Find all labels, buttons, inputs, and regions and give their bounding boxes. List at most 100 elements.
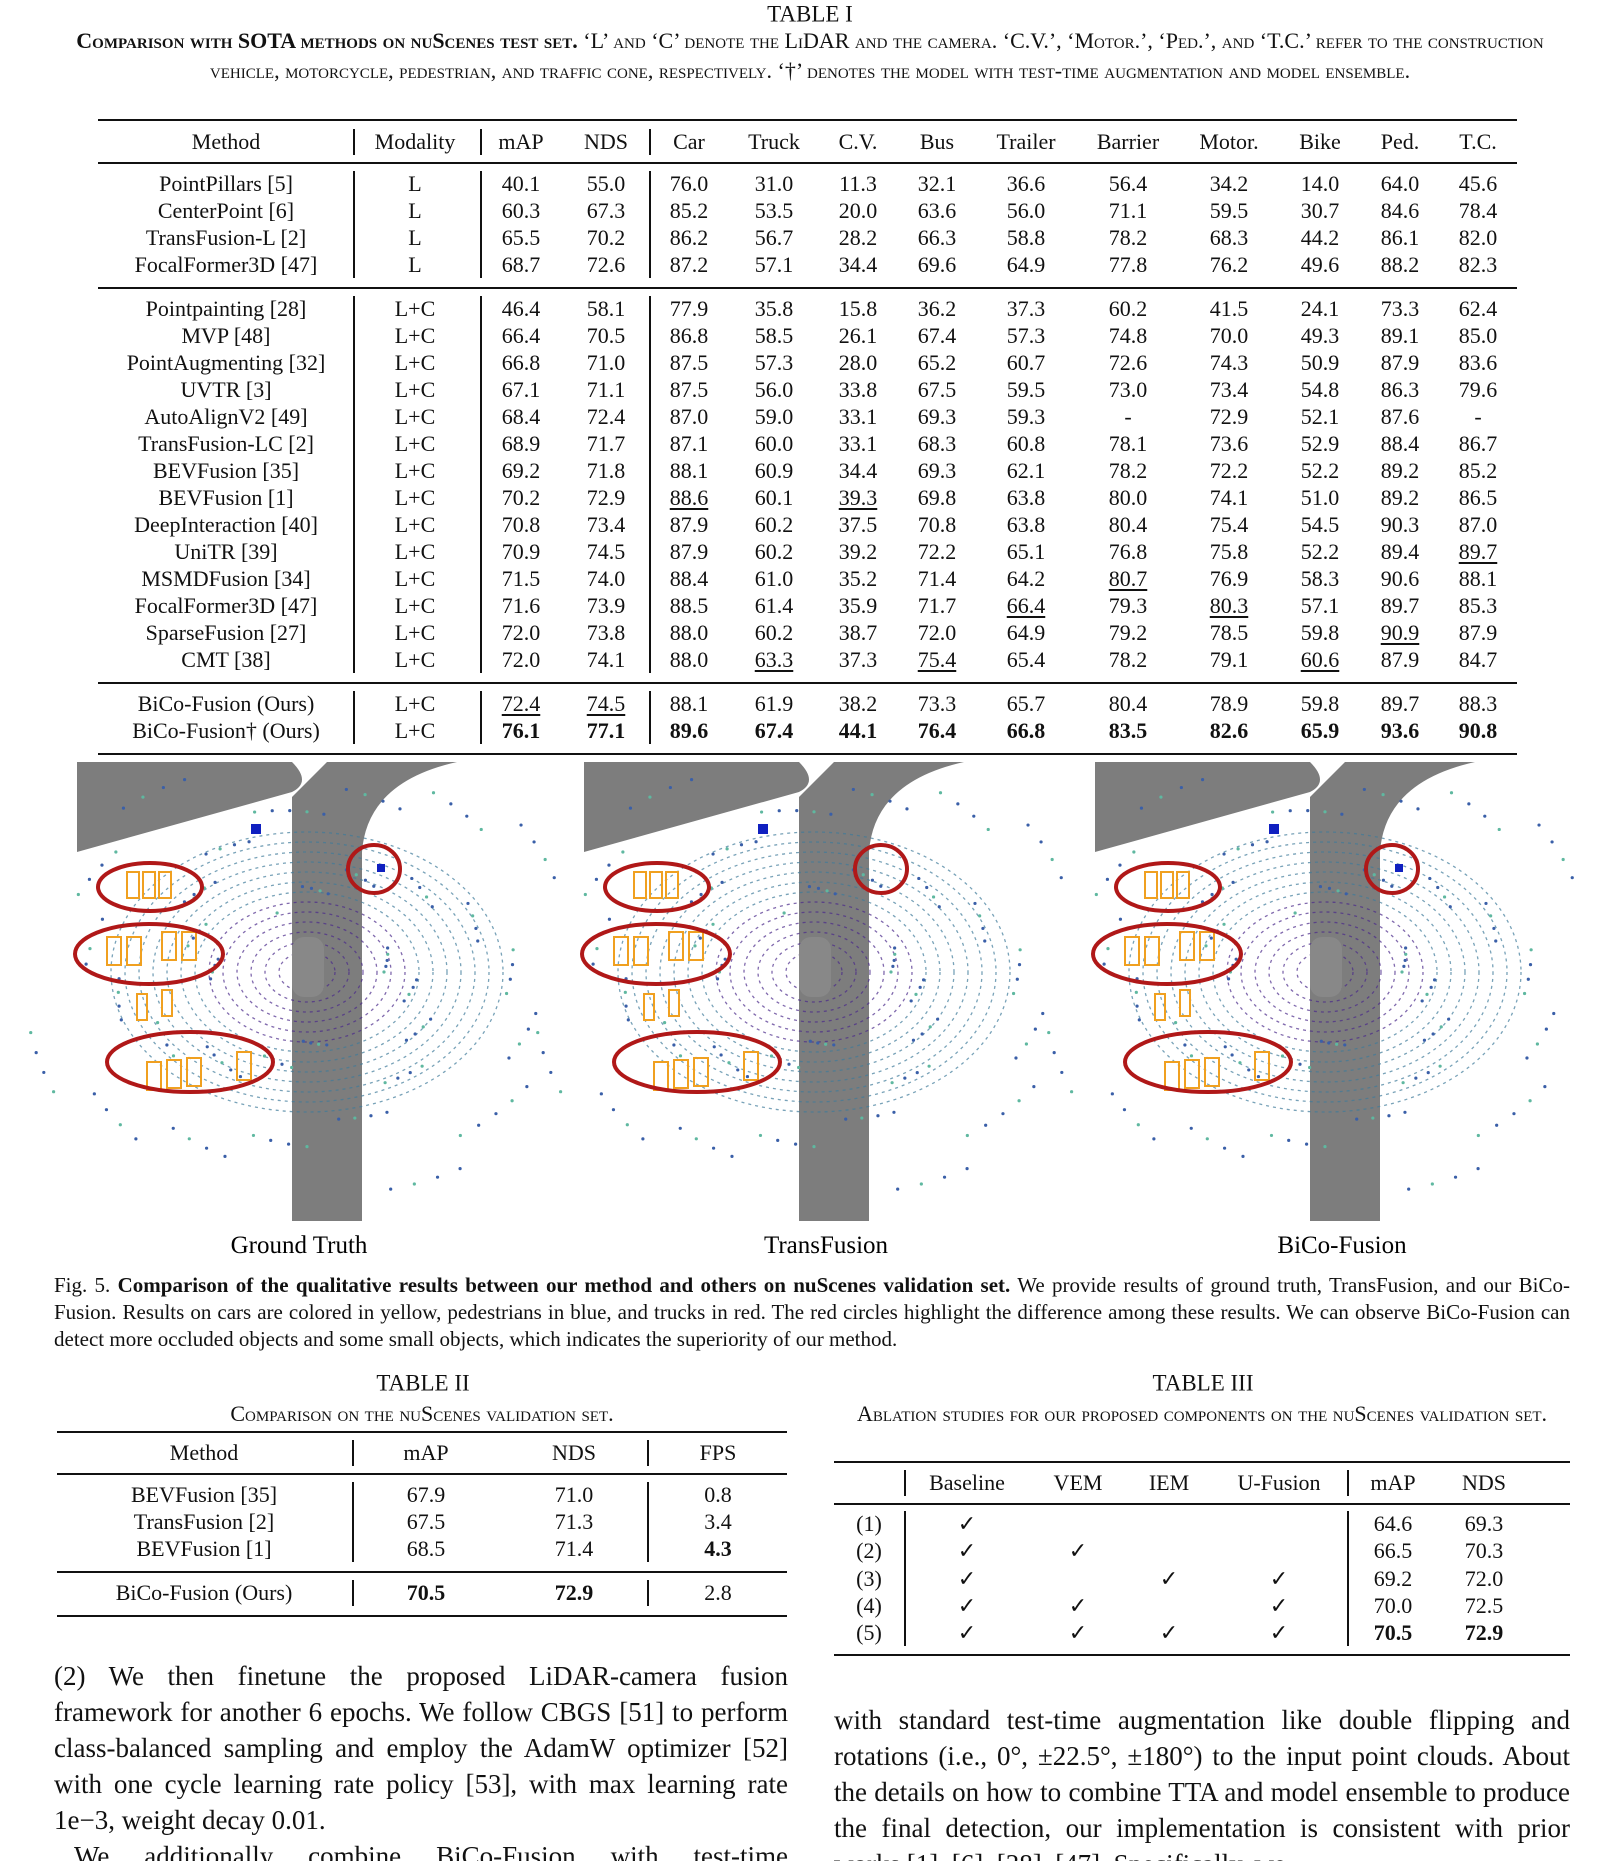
lidar-point	[1210, 892, 1214, 897]
table-cell: 75.4	[917, 647, 957, 672]
lidar-point	[1223, 1045, 1227, 1049]
lidar-point	[1247, 1068, 1251, 1072]
table-cell: 77.8	[1108, 252, 1148, 277]
lidar-point	[607, 917, 612, 921]
table-cell: ✓	[957, 1511, 977, 1536]
table-cell: 87.5	[669, 350, 709, 375]
figure-label: Fig. 5.	[54, 1273, 111, 1297]
lidar-point	[1032, 1085, 1036, 1089]
table-cell: (2)	[856, 1538, 882, 1564]
table-cell: 34.4	[838, 458, 878, 483]
car-box	[186, 1057, 202, 1087]
table-cell: 79.6	[1458, 377, 1498, 402]
ego-vehicle	[799, 937, 831, 997]
table-cell: 78.1	[1108, 431, 1148, 456]
lidar-point	[1011, 991, 1016, 996]
lidar-point	[526, 1027, 530, 1031]
table-cell: 72.2	[917, 539, 957, 564]
car-box	[236, 1051, 252, 1081]
table-cell: 68.7	[501, 252, 541, 277]
lidar-point	[1428, 876, 1432, 881]
lidar-point	[1118, 917, 1123, 921]
table-cell: 26.1	[838, 323, 878, 348]
scan-ring	[1254, 921, 1396, 1023]
lidar-point	[595, 947, 599, 951]
table-cell: 71.5	[501, 566, 541, 591]
car-box	[1254, 1051, 1270, 1081]
table-cell: 64.0	[1380, 171, 1420, 196]
table-cell: L+C	[394, 620, 436, 645]
lidar-point	[1222, 1146, 1227, 1150]
pedestrian-box	[251, 824, 261, 834]
table-cell: 70.8	[501, 512, 541, 537]
lidar-point	[911, 1038, 916, 1042]
figure: Ground Truth TransFusion BiCo-Fusion	[29, 762, 1574, 1259]
lidar-point	[191, 936, 195, 940]
table-cell: 73.9	[586, 593, 626, 618]
table-cell: 87.9	[669, 512, 709, 537]
lidar-point	[141, 795, 145, 799]
lidar-point	[337, 1117, 341, 1121]
lidar-point	[888, 799, 892, 803]
lidar-point	[1439, 1025, 1443, 1029]
table-cell: 64.9	[1006, 620, 1046, 645]
table-cell: 58.5	[754, 323, 794, 348]
scan-ring	[617, 831, 1011, 1113]
table-cell: CenterPoint [6]	[157, 198, 295, 223]
table-cell: 77.1	[586, 718, 626, 743]
column-separator	[647, 1482, 649, 1562]
car-box	[161, 989, 173, 1017]
scan-ring	[659, 861, 969, 1083]
table-cell: 70.0	[1373, 1592, 1413, 1618]
rule	[98, 162, 1517, 164]
lidar-point	[972, 814, 976, 818]
table-cell: 88.1	[669, 458, 709, 483]
table-cell: 70.3	[1464, 1538, 1504, 1564]
lidar-point	[326, 892, 330, 896]
lidar-point	[1570, 876, 1574, 880]
table-cell: 73.4	[1209, 377, 1249, 402]
lidar-point	[715, 977, 720, 981]
scan-ring	[673, 871, 955, 1073]
table-cell: 68.4	[501, 404, 541, 429]
lidar-point	[119, 1018, 123, 1022]
table-cell: 34.4	[838, 252, 878, 277]
lidar-point	[730, 1154, 734, 1158]
table-cell: 84.7	[1458, 647, 1498, 672]
scan-ring	[1198, 881, 1452, 1063]
table-cell: 78.5	[1209, 620, 1249, 645]
lidar-point	[928, 1025, 932, 1029]
table-cell: 37.5	[838, 512, 878, 537]
table-cell: 63.6	[917, 198, 957, 223]
table-cell: 82.3	[1458, 252, 1498, 277]
lidar-point	[893, 952, 897, 956]
table-cell: BiCo-Fusion (Ours)	[115, 1580, 293, 1605]
table-cell: 53.5	[754, 198, 794, 223]
road	[292, 762, 457, 1221]
lidar-point	[354, 873, 358, 877]
table-cell: 88.1	[1458, 566, 1498, 591]
table-cell: 85.2	[1458, 458, 1498, 483]
lidar-point	[698, 936, 702, 940]
car-box	[673, 1059, 689, 1089]
lidar-point	[92, 1092, 96, 1096]
lidar-point	[1335, 1042, 1339, 1046]
lidar-point	[983, 939, 987, 943]
table-cell: 72.2	[1209, 458, 1249, 483]
table-cell: 66.3	[917, 225, 957, 250]
column-separator	[353, 296, 355, 673]
lidar-point	[621, 850, 625, 854]
lidar-point	[431, 791, 436, 795]
table-cell: 71.4	[554, 1536, 594, 1561]
rule	[98, 287, 1517, 289]
lidar-point	[363, 878, 368, 882]
lidar-point	[1110, 1092, 1114, 1096]
table-cell: 70.5	[406, 1580, 446, 1605]
lidar-point	[549, 1070, 553, 1075]
lidar-point	[1343, 1043, 1347, 1047]
lidar-point	[896, 1187, 900, 1191]
lidar-point	[1288, 809, 1292, 813]
car-box	[643, 993, 655, 1021]
car-box	[1184, 1059, 1200, 1089]
lidar-point	[591, 962, 595, 966]
